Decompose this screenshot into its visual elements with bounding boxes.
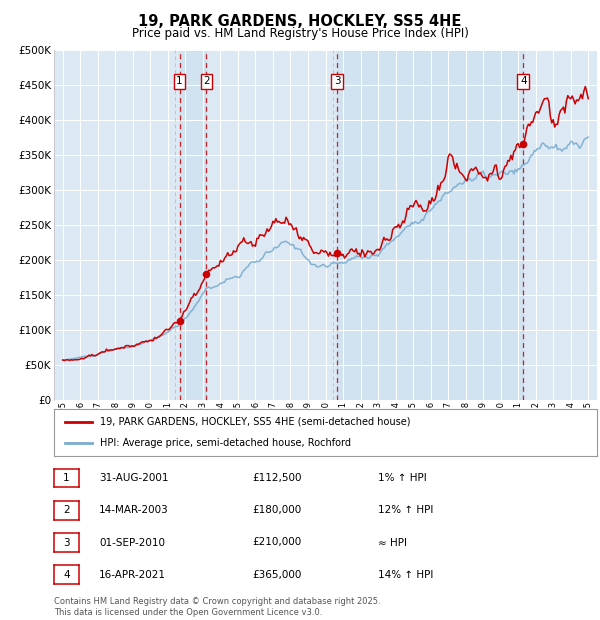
Text: 1: 1 [63, 473, 70, 483]
Text: Contains HM Land Registry data © Crown copyright and database right 2025.
This d: Contains HM Land Registry data © Crown c… [54, 598, 380, 617]
Text: 4: 4 [520, 76, 527, 86]
Text: Price paid vs. HM Land Registry's House Price Index (HPI): Price paid vs. HM Land Registry's House … [131, 27, 469, 40]
Text: 2: 2 [63, 505, 70, 515]
Text: £180,000: £180,000 [252, 505, 301, 515]
Bar [337, 50, 523, 400]
Bar [179, 50, 206, 400]
Text: 16-APR-2021: 16-APR-2021 [99, 570, 166, 580]
Text: 12% ↑ HPI: 12% ↑ HPI [378, 505, 433, 515]
Text: 1: 1 [176, 76, 183, 86]
Text: 31-AUG-2001: 31-AUG-2001 [99, 473, 169, 483]
Text: 14% ↑ HPI: 14% ↑ HPI [378, 570, 433, 580]
Text: 1% ↑ HPI: 1% ↑ HPI [378, 473, 427, 483]
Text: £365,000: £365,000 [252, 570, 301, 580]
Text: 19, PARK GARDENS, HOCKLEY, SS5 4HE: 19, PARK GARDENS, HOCKLEY, SS5 4HE [139, 14, 461, 29]
Text: 3: 3 [334, 76, 340, 86]
Text: ≈ HPI: ≈ HPI [378, 538, 407, 547]
Text: £112,500: £112,500 [252, 473, 302, 483]
Text: 19, PARK GARDENS, HOCKLEY, SS5 4HE (semi-detached house): 19, PARK GARDENS, HOCKLEY, SS5 4HE (semi… [100, 417, 410, 427]
Text: £210,000: £210,000 [252, 538, 301, 547]
Text: 14-MAR-2003: 14-MAR-2003 [99, 505, 169, 515]
Text: 3: 3 [63, 538, 70, 547]
Text: 01-SEP-2010: 01-SEP-2010 [99, 538, 165, 547]
Text: HPI: Average price, semi-detached house, Rochford: HPI: Average price, semi-detached house,… [100, 438, 351, 448]
Text: 4: 4 [63, 570, 70, 580]
Text: 2: 2 [203, 76, 210, 86]
